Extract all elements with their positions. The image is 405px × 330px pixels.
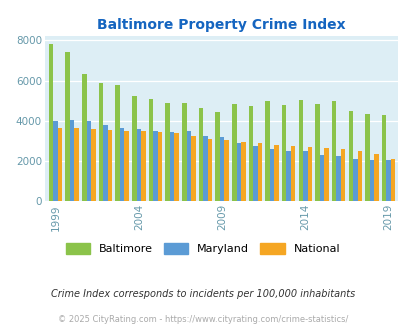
Bar xyxy=(198,108,202,201)
Bar xyxy=(257,143,262,201)
Bar xyxy=(141,131,145,201)
Bar xyxy=(248,106,253,201)
Bar xyxy=(86,121,91,201)
Bar xyxy=(136,129,141,201)
Bar xyxy=(290,146,295,201)
Text: Crime Index corresponds to incidents per 100,000 inhabitants: Crime Index corresponds to incidents per… xyxy=(51,289,354,299)
Bar xyxy=(74,128,79,201)
Bar xyxy=(352,159,357,201)
Bar xyxy=(115,84,119,201)
Bar xyxy=(186,131,191,201)
Bar xyxy=(241,142,245,201)
Bar xyxy=(65,52,70,201)
Bar xyxy=(191,136,195,201)
Bar xyxy=(331,101,336,201)
Title: Baltimore Property Crime Index: Baltimore Property Crime Index xyxy=(97,18,345,32)
Bar xyxy=(381,115,386,201)
Bar xyxy=(119,128,124,201)
Bar xyxy=(53,121,58,201)
Text: © 2025 CityRating.com - https://www.cityrating.com/crime-statistics/: © 2025 CityRating.com - https://www.city… xyxy=(58,315,347,324)
Bar xyxy=(386,160,390,201)
Bar xyxy=(364,114,369,201)
Bar xyxy=(181,103,186,201)
Bar xyxy=(369,160,373,201)
Bar xyxy=(169,132,174,201)
Bar xyxy=(336,156,340,201)
Bar xyxy=(319,155,324,201)
Bar xyxy=(253,146,257,201)
Bar xyxy=(236,143,241,201)
Bar xyxy=(98,82,103,201)
Bar xyxy=(103,125,107,201)
Bar xyxy=(274,145,278,201)
Bar xyxy=(153,131,157,201)
Bar xyxy=(207,139,212,201)
Legend: Baltimore, Maryland, National: Baltimore, Maryland, National xyxy=(61,239,344,258)
Bar xyxy=(357,151,361,201)
Bar xyxy=(107,130,112,201)
Bar xyxy=(70,120,74,201)
Bar xyxy=(265,101,269,201)
Bar xyxy=(82,74,86,201)
Bar xyxy=(307,147,311,201)
Bar xyxy=(281,105,286,201)
Bar xyxy=(324,148,328,201)
Bar xyxy=(91,129,95,201)
Bar xyxy=(148,99,153,201)
Bar xyxy=(286,151,290,201)
Bar xyxy=(202,136,207,201)
Bar xyxy=(220,137,224,201)
Bar xyxy=(340,149,345,201)
Bar xyxy=(269,149,274,201)
Bar xyxy=(49,44,53,201)
Bar xyxy=(298,100,303,201)
Bar xyxy=(124,131,128,201)
Bar xyxy=(224,140,228,201)
Bar xyxy=(373,154,378,201)
Bar xyxy=(165,103,169,201)
Bar xyxy=(174,133,179,201)
Bar xyxy=(303,151,307,201)
Bar xyxy=(58,128,62,201)
Bar xyxy=(390,159,394,201)
Bar xyxy=(215,112,220,201)
Bar xyxy=(348,111,352,201)
Bar xyxy=(315,104,319,201)
Bar xyxy=(231,104,236,201)
Bar xyxy=(157,132,162,201)
Bar xyxy=(132,96,136,201)
